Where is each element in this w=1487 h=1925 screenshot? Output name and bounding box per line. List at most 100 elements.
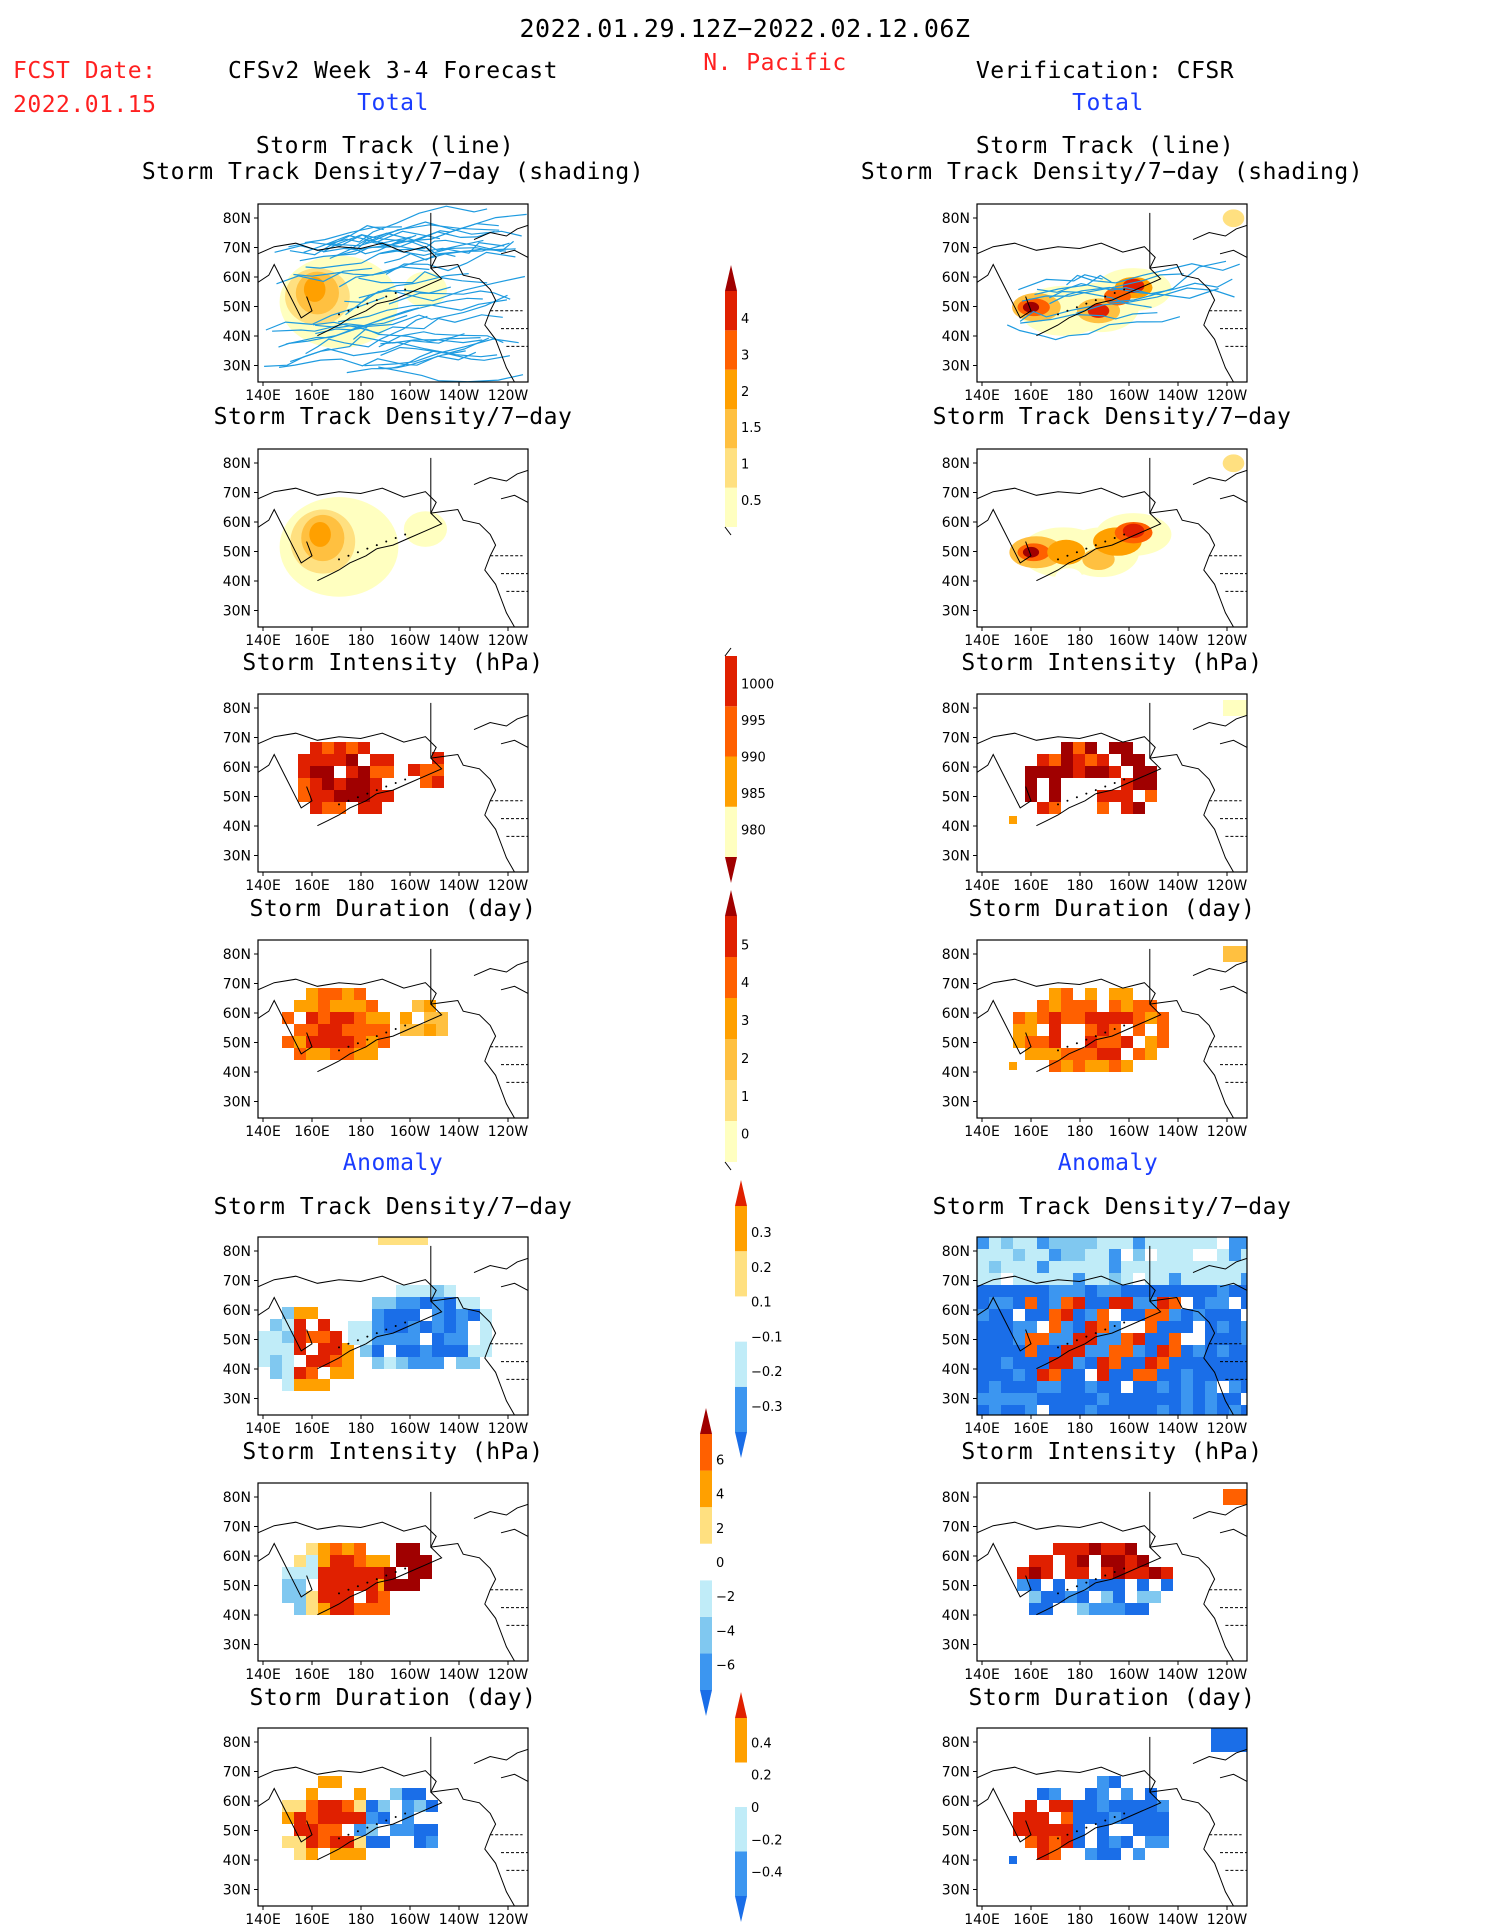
grid-cell	[1157, 1261, 1169, 1273]
storm-track-line	[1049, 286, 1219, 305]
map-frame	[976, 1727, 1248, 1907]
grid-cell	[1029, 1579, 1041, 1591]
x-tick-label: 160E	[294, 878, 330, 894]
grid-cell	[1181, 1321, 1193, 1333]
grid-cell	[444, 1309, 456, 1321]
grid-cell	[1053, 1543, 1065, 1555]
island	[366, 1826, 369, 1829]
grid-cell	[1181, 1285, 1193, 1297]
grid-cell	[306, 1836, 318, 1848]
storm-track-line	[358, 275, 526, 302]
grid-cell	[1073, 1273, 1085, 1285]
grid-cell	[1193, 1345, 1205, 1357]
grid-cell	[1109, 790, 1121, 802]
grid-cell	[396, 1297, 408, 1309]
map-content	[977, 209, 1247, 382]
grid-cell	[1133, 1048, 1145, 1060]
grid-cell	[1169, 1273, 1181, 1285]
grid-cell	[1025, 1297, 1037, 1309]
grid-cell	[1001, 1345, 1013, 1357]
colorbar-segment	[725, 957, 737, 998]
grid-cell	[1109, 1285, 1121, 1297]
map-frame	[257, 203, 529, 383]
storm-track-line	[328, 234, 417, 247]
colorbar-segment	[735, 1296, 747, 1342]
grid-cell	[432, 1333, 444, 1345]
grid-cell	[1109, 1237, 1121, 1249]
grid-cell	[1025, 1393, 1037, 1405]
island	[404, 533, 407, 536]
grid-cell	[318, 1379, 330, 1391]
grid-cell	[1041, 1567, 1053, 1579]
grid-cell	[306, 1331, 318, 1343]
grid-cell	[1229, 1309, 1241, 1321]
colorbar-duration-anomaly: 0.4 0.2 0 −0.2 −0.4	[735, 1692, 805, 1922]
island	[347, 1342, 350, 1345]
grid-cell	[348, 1333, 360, 1345]
grid-cell	[1193, 1273, 1205, 1285]
grid-cell	[1121, 1237, 1133, 1249]
map-svg: 140E 160E 180 160W 140W 120W 80N 70N 60N 50N 40N 30…	[223, 1236, 529, 1437]
y-tick-label: 80N	[223, 1244, 251, 1260]
x-tick-label: 160W	[1109, 388, 1150, 404]
grid-cell	[282, 1036, 294, 1048]
x-tick-label: 140W	[439, 1124, 480, 1140]
grid-cell	[354, 988, 366, 1000]
grid-cell	[1157, 1824, 1169, 1836]
map-svg: 140E 160E 180 160W 140W 120W 80N 70N 60N 50N 40N 30…	[223, 448, 529, 649]
x-tick-label: 120W	[1207, 633, 1248, 649]
grid-cell	[1037, 1285, 1049, 1297]
island	[1075, 306, 1078, 309]
grid-cell	[1085, 1297, 1097, 1309]
grid-cell	[1085, 1321, 1097, 1333]
x-tick-label: 180	[1067, 388, 1094, 404]
grid-cell	[1049, 778, 1061, 790]
grid-cell	[282, 1367, 294, 1379]
grid-cell	[366, 1555, 378, 1567]
panel-title: Storm Track (line)	[255, 133, 515, 159]
colorbar-segment	[700, 1580, 712, 1617]
grid-cell	[1049, 1848, 1061, 1860]
x-tick-label: 180	[348, 878, 375, 894]
grid-cell	[1097, 1788, 1109, 1800]
grid-cell	[1049, 1836, 1061, 1848]
colorbar-cap	[725, 265, 737, 291]
y-tick-label: 30N	[223, 1392, 251, 1408]
grid-cell	[1013, 1321, 1025, 1333]
colorbar-label: 0.5	[741, 494, 762, 509]
grid-cell	[1097, 1060, 1109, 1072]
grid-cell	[1169, 1249, 1181, 1261]
grid-cell	[1205, 1285, 1217, 1297]
grid-cell	[432, 1285, 444, 1297]
grid-cell	[1025, 1285, 1037, 1297]
grid-cell	[1157, 1357, 1169, 1369]
grid-cell	[1145, 1309, 1157, 1321]
grid-cell	[1049, 1381, 1061, 1393]
y-tick-label: 30N	[942, 1392, 970, 1408]
grid-cell	[396, 1555, 408, 1567]
grid-cell	[1125, 1555, 1137, 1567]
grid-cell	[1121, 802, 1133, 814]
grid-cell	[358, 802, 370, 814]
grid-cell	[1085, 1237, 1097, 1249]
map-panel-verification-density-anomaly: 140E 160E 180 160W 140W 120W 80N 70N 60N 50N 40N 30…	[942, 1236, 1248, 1437]
island	[356, 1339, 359, 1342]
colorbar-label: 985	[741, 787, 766, 802]
grid-cell	[318, 1824, 330, 1836]
grid-cell	[1097, 1776, 1109, 1788]
island	[385, 1328, 388, 1331]
grid-cell	[1109, 1848, 1121, 1860]
coastline	[258, 1748, 528, 1906]
x-tick-label: 180	[348, 1912, 375, 1925]
grid-cell	[1193, 1393, 1205, 1405]
grid-cell	[1109, 1381, 1121, 1393]
grid-cell	[1133, 1237, 1145, 1249]
colorbar-label: 2	[741, 385, 749, 400]
grid-cell	[1085, 1381, 1097, 1393]
grid-cell	[1113, 1543, 1125, 1555]
y-tick-label: 50N	[223, 300, 251, 316]
x-tick-label: 140W	[439, 388, 480, 404]
grid-cell	[282, 1379, 294, 1391]
storm-track-line	[1006, 316, 1181, 341]
grid-cell	[1085, 1405, 1097, 1415]
